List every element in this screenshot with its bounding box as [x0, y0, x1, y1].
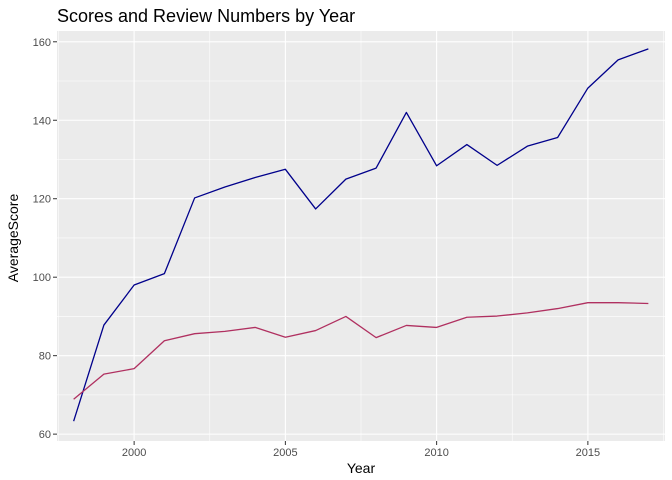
series-lines	[73, 48, 649, 422]
y-tick-label: 100	[33, 272, 51, 284]
x-axis: 2000 2005 2010 2015	[122, 441, 600, 459]
y-tick-label: 80	[39, 351, 51, 363]
minor-gridlines	[57, 31, 665, 441]
y-tick-label: 120	[33, 194, 51, 206]
y-tick-label: 60	[39, 429, 51, 441]
series-line-1	[73, 48, 649, 422]
x-tick-label: 2000	[122, 447, 146, 459]
series-line-2	[73, 302, 649, 400]
x-axis-title: Year	[347, 460, 376, 476]
major-gridlines	[57, 31, 665, 441]
y-axis-title: AverageScore	[5, 194, 21, 283]
x-tick-label: 2005	[273, 447, 297, 459]
x-tick-label: 2015	[576, 447, 600, 459]
y-axis: 60 80 100 120 140 160	[33, 37, 57, 441]
y-tick-label: 140	[33, 115, 51, 127]
chart-title: Scores and Review Numbers by Year	[57, 6, 355, 26]
x-tick-label: 2010	[424, 447, 448, 459]
y-tick-label: 160	[33, 37, 51, 49]
